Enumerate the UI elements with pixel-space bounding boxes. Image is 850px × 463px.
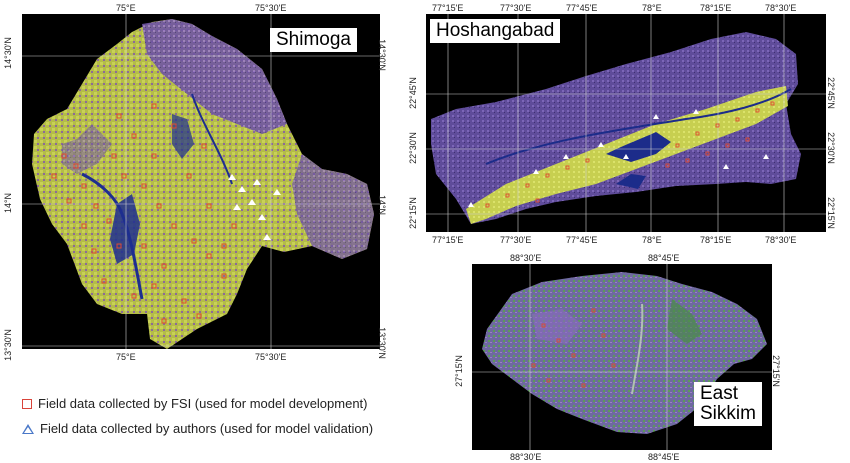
shimoga-map [22,14,380,349]
sikkim-label-line1: East [700,383,739,404]
sikkim-bottom-tick-1: 88°30'E [510,452,542,462]
sikkim-fsi-points [531,308,616,388]
hoshangabad-bottom-tick-2: 77°30'E [500,235,532,245]
sikkim-label-line2: Sikkim [700,402,756,424]
hoshangabad-bottom-tick-3: 77°45'E [566,235,598,245]
shimoga-right-tick-3: 13°30'N [376,327,387,359]
legend-fsi-label: Field data collected by FSI (used for mo… [38,396,368,411]
legend-authors-label: Field data collected by authors (used fo… [40,421,374,436]
authors-triangle-icon [22,423,34,434]
fsi-square-icon [22,398,32,409]
shimoga-right-tick-2: 14°N [377,194,388,216]
hoshangabad-right-tick-1: 22°45'N [825,77,836,109]
hoshangabad-left-tick-2: 22°30'N [407,132,418,164]
hoshangabad-top-tick-6: 78°30'E [765,3,797,13]
shimoga-top-tick-2: 75°30'E [255,3,287,13]
hoshangabad-bottom-tick-6: 78°30'E [765,235,797,245]
hoshangabad-left-tick-1: 22°45'N [407,77,418,109]
sikkim-label: East Sikkim [694,382,762,426]
hoshangabad-top-tick-5: 78°15'E [700,3,732,13]
hoshangabad-left-tick-3: 22°15'N [407,197,418,229]
hoshangabad-label: Hoshangabad [430,19,561,43]
hoshangabad-top-tick-4: 78°E [642,3,662,13]
hoshangabad-bottom-tick-4: 78°E [642,235,662,245]
hoshangabad-map-panel: Hoshangabad [426,14,826,232]
shimoga-fsi-points [51,103,237,324]
hoshangabad-fsi-points [485,101,775,208]
sikkim-top-tick-1: 88°30'E [510,253,542,263]
shimoga-author-points [228,174,281,240]
hoshangabad-bottom-tick-5: 78°15'E [700,235,732,245]
hoshangabad-top-tick-3: 77°45'E [566,3,598,13]
hoshangabad-author-points [468,109,769,207]
hoshangabad-right-tick-2: 22°30'N [825,132,836,164]
legend-authors: Field data collected by authors (used fo… [22,421,373,436]
shimoga-bottom-tick-1: 75°E [116,352,136,362]
hoshangabad-bottom-tick-1: 77°15'E [432,235,464,245]
shimoga-left-tick-1: 14°30'N [2,37,13,69]
hoshangabad-right-tick-3: 22°15'N [825,197,836,229]
hoshangabad-top-tick-2: 77°30'E [500,3,532,13]
sikkim-left-tick-1: 27°15'N [453,355,464,387]
shimoga-left-tick-2: 14°N [3,192,14,214]
shimoga-top-tick-1: 75°E [116,3,136,13]
sikkim-map-panel: East Sikkim [472,264,772,450]
shimoga-left-tick-3: 13°30'N [2,329,13,361]
shimoga-district [32,19,374,349]
hoshangabad-top-tick-1: 77°15'E [432,3,464,13]
shimoga-bottom-tick-2: 75°30'E [255,352,287,362]
sikkim-right-tick-1: 27°15'N [770,355,781,387]
shimoga-map-panel: Shimoga [22,14,380,349]
sikkim-top-tick-2: 88°45'E [648,253,680,263]
shimoga-right-tick-1: 14°30'N [376,39,387,71]
sikkim-bottom-tick-2: 88°45'E [648,452,680,462]
hoshangabad-map [426,14,826,232]
hoshangabad-district [431,32,801,224]
shimoga-label: Shimoga [270,28,357,52]
legend-fsi: Field data collected by FSI (used for mo… [22,396,368,411]
